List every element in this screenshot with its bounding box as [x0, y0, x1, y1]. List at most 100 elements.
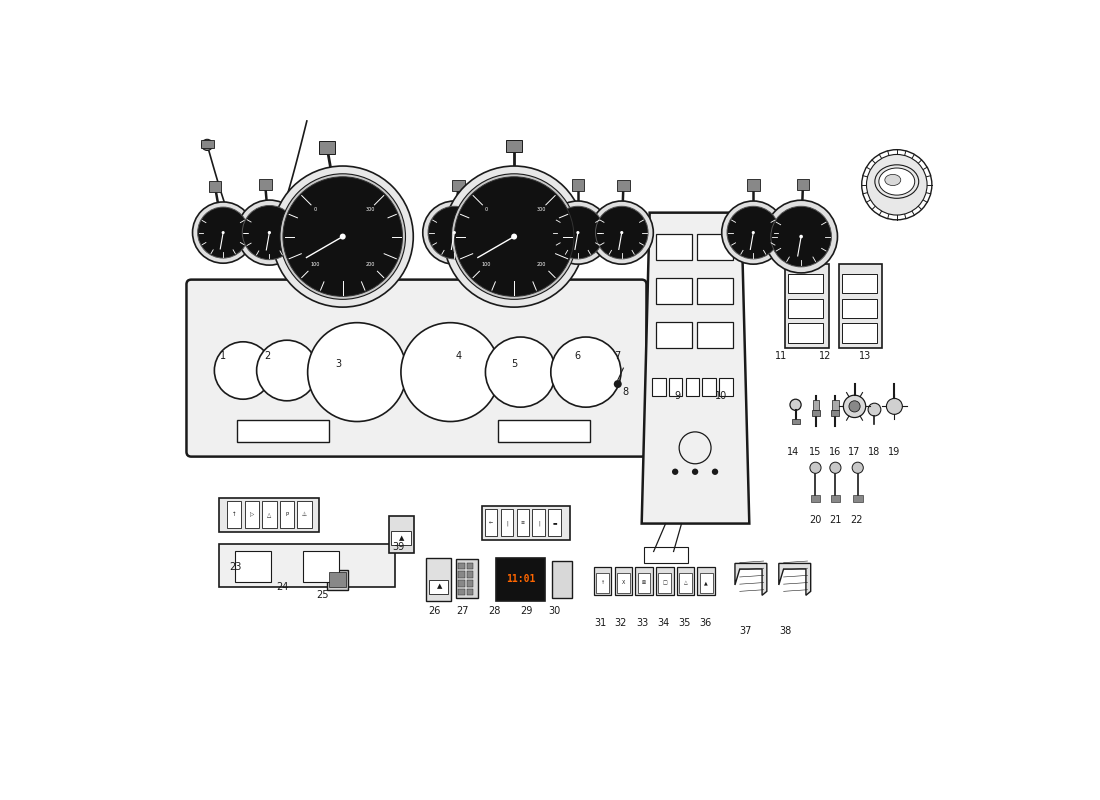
Circle shape — [849, 401, 860, 412]
Text: 28: 28 — [488, 606, 501, 616]
Circle shape — [454, 177, 574, 296]
Bar — [792, 419, 800, 424]
Text: ⚠: ⚠ — [302, 512, 307, 518]
Circle shape — [576, 231, 580, 234]
Text: 0: 0 — [314, 206, 317, 211]
Bar — [697, 234, 734, 261]
Bar — [517, 510, 529, 536]
Text: ▲: ▲ — [704, 580, 708, 585]
Bar — [617, 179, 630, 190]
Text: 15: 15 — [810, 447, 822, 457]
Text: 11:01: 11:01 — [506, 574, 536, 584]
Circle shape — [485, 337, 556, 407]
Bar — [789, 274, 824, 293]
Bar — [532, 510, 546, 536]
Text: 37: 37 — [739, 626, 751, 636]
Text: 9: 9 — [674, 391, 681, 401]
Text: 21: 21 — [829, 514, 842, 525]
Text: 12: 12 — [818, 351, 832, 361]
Text: X: X — [621, 580, 625, 585]
Text: 19: 19 — [889, 447, 901, 457]
Bar — [789, 323, 824, 342]
Text: 33: 33 — [637, 618, 649, 628]
Bar — [832, 410, 839, 416]
Bar — [482, 506, 570, 539]
Text: 200: 200 — [537, 262, 547, 266]
Text: ↑: ↑ — [601, 580, 605, 585]
Circle shape — [283, 177, 403, 296]
Bar — [813, 400, 820, 410]
Text: ⊠: ⊠ — [642, 580, 646, 585]
Bar — [697, 322, 734, 348]
Circle shape — [443, 166, 585, 307]
Text: eurosportes: eurosportes — [551, 402, 740, 430]
Bar — [636, 566, 652, 595]
Circle shape — [829, 462, 842, 474]
Bar — [279, 502, 294, 528]
Circle shape — [214, 342, 272, 399]
Bar — [697, 278, 734, 304]
Bar — [498, 420, 590, 442]
Circle shape — [868, 403, 881, 416]
Text: ▲: ▲ — [399, 535, 405, 541]
Bar — [468, 571, 473, 578]
Text: 11: 11 — [776, 351, 788, 361]
Circle shape — [340, 234, 345, 239]
Circle shape — [308, 322, 407, 422]
Circle shape — [551, 337, 622, 407]
Bar — [329, 572, 345, 587]
Bar — [262, 502, 276, 528]
Bar — [697, 566, 715, 595]
Bar — [702, 378, 716, 396]
Circle shape — [722, 201, 785, 264]
Bar — [785, 265, 829, 348]
Bar — [244, 502, 258, 528]
Bar — [700, 573, 713, 593]
Text: 22: 22 — [850, 514, 864, 525]
Text: 7: 7 — [615, 351, 620, 361]
Bar — [500, 510, 514, 536]
Text: 18: 18 — [868, 447, 880, 457]
Text: 39: 39 — [393, 542, 405, 553]
Bar — [506, 140, 522, 153]
Bar — [645, 547, 688, 563]
Bar — [838, 265, 882, 348]
Circle shape — [620, 231, 624, 234]
Bar — [685, 378, 700, 396]
Text: 27: 27 — [456, 606, 469, 616]
Bar — [392, 530, 411, 545]
Text: 34: 34 — [657, 618, 669, 628]
Bar — [459, 562, 464, 569]
Text: ≡: ≡ — [520, 520, 525, 526]
Bar — [219, 498, 319, 531]
Circle shape — [712, 469, 718, 475]
Bar — [551, 561, 572, 598]
Text: 0: 0 — [485, 206, 488, 211]
Bar — [227, 502, 242, 528]
Text: □: □ — [662, 580, 667, 585]
Text: 23: 23 — [229, 562, 241, 573]
Text: ▲: ▲ — [437, 583, 442, 590]
Text: 20: 20 — [810, 514, 822, 525]
Bar — [459, 571, 464, 578]
Text: 38: 38 — [779, 626, 791, 636]
Bar — [496, 558, 546, 601]
Circle shape — [551, 206, 604, 259]
Bar — [676, 566, 694, 595]
Text: 1: 1 — [220, 351, 227, 361]
Circle shape — [279, 174, 406, 299]
Text: △: △ — [267, 512, 272, 518]
Bar — [789, 298, 824, 318]
FancyBboxPatch shape — [187, 280, 647, 457]
Bar — [452, 180, 465, 191]
Circle shape — [614, 380, 622, 388]
Bar — [830, 495, 840, 502]
Text: 8: 8 — [623, 387, 629, 397]
Bar — [427, 558, 451, 601]
Ellipse shape — [879, 168, 915, 195]
Bar — [596, 573, 609, 593]
Bar — [669, 378, 682, 396]
Text: |: | — [538, 520, 540, 526]
Bar — [319, 141, 336, 154]
Bar — [201, 140, 213, 148]
